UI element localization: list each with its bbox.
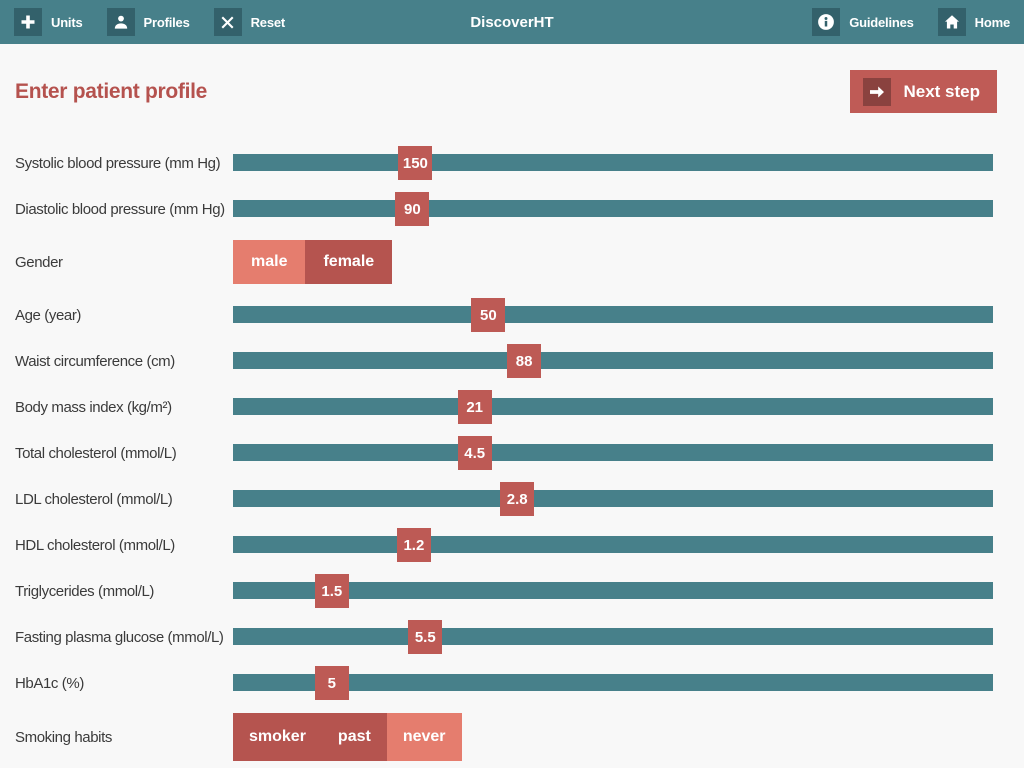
option-button-male[interactable]: male xyxy=(233,240,306,284)
slider-track[interactable]: 88 xyxy=(233,344,993,378)
form-row-diastolic-blood-pressure-mm-hg: Diastolic blood pressure (mm Hg) 90 xyxy=(0,186,1024,232)
row-label: Fasting plasma glucose (mmol/L) xyxy=(15,628,224,646)
profiles-label: Profiles xyxy=(143,14,190,30)
slider-track[interactable]: 5 xyxy=(233,666,993,700)
form-row-waist-circumference-cm: Waist circumference (cm) 88 xyxy=(0,338,1024,384)
slider-track-bar xyxy=(233,628,993,645)
person-icon xyxy=(106,8,135,36)
reset-label: Reset xyxy=(250,14,286,30)
slider-track-bar xyxy=(233,444,993,461)
reset-button[interactable]: Reset xyxy=(213,8,286,36)
row-label: Total cholesterol (mmol/L) xyxy=(15,444,177,462)
slider-handle[interactable]: 5.5 xyxy=(408,620,443,654)
row-label: Triglycerides (mmol/L) xyxy=(15,582,154,600)
next-step-label: Next step xyxy=(903,81,980,101)
row-label: HDL cholesterol (mmol/L) xyxy=(15,536,175,554)
form-rows: Systolic blood pressure (mm Hg) 150 Diasto… xyxy=(0,140,1024,768)
option-button-past[interactable]: past xyxy=(321,713,387,761)
slider-track-bar xyxy=(233,306,993,323)
topbar-right-group: Guidelines Home xyxy=(812,8,1010,36)
slider-track-bar xyxy=(233,490,993,507)
option-button-female[interactable]: female xyxy=(305,240,393,284)
home-label: Home xyxy=(974,14,1011,30)
form-row-systolic-blood-pressure-mm-hg: Systolic blood pressure (mm Hg) 150 xyxy=(0,140,1024,186)
form-row-fasting-plasma-glucose-mmol-l: Fasting plasma glucose (mmol/L) 5.5 xyxy=(0,614,1024,660)
slider-handle[interactable]: 1.5 xyxy=(314,574,349,608)
units-button[interactable]: Units xyxy=(14,8,83,36)
slider-handle[interactable]: 1.2 xyxy=(396,528,431,562)
slider-handle[interactable]: 21 xyxy=(457,390,492,424)
form-row-triglycerides-mmol-l: Triglycerides (mmol/L) 1.5 xyxy=(0,568,1024,614)
row-label: Smoking habits xyxy=(15,728,112,746)
slider-track-bar xyxy=(233,200,993,217)
form-row-smoking-habits: Smoking habits smoker past never xyxy=(0,706,1024,768)
slider-handle[interactable]: 150 xyxy=(398,146,433,180)
row-label: Systolic blood pressure (mm Hg) xyxy=(15,154,221,172)
guidelines-label: Guidelines xyxy=(849,14,914,30)
form-row-total-cholesterol-mmol-l: Total cholesterol (mmol/L) 4.5 xyxy=(0,430,1024,476)
guidelines-button[interactable]: Guidelines xyxy=(812,8,914,36)
plus-icon xyxy=(14,8,42,36)
arrow-right-icon xyxy=(863,77,892,106)
toggle-group: smoker past never xyxy=(233,713,462,761)
slider-track[interactable]: 150 xyxy=(233,146,993,180)
form-row-hdl-cholesterol-mmol-l: HDL cholesterol (mmol/L) 1.2 xyxy=(0,522,1024,568)
option-button-smoker[interactable]: smoker xyxy=(233,713,322,761)
form-row-age-year: Age (year) 50 xyxy=(0,292,1024,338)
slider-track-bar xyxy=(233,582,993,599)
slider-handle[interactable]: 50 xyxy=(471,298,506,332)
form-row-gender: Gender male female xyxy=(0,232,1024,292)
slider-handle[interactable]: 5 xyxy=(314,666,349,700)
next-step-button[interactable]: Next step xyxy=(850,70,997,113)
row-label: Gender xyxy=(15,253,63,271)
row-label: Waist circumference (cm) xyxy=(15,352,175,370)
page-title: Enter patient profile xyxy=(15,80,208,103)
info-icon xyxy=(812,8,841,36)
slider-track-bar xyxy=(233,536,993,553)
toggle-group: male female xyxy=(233,240,393,284)
slider-track-bar xyxy=(233,154,993,171)
row-label: HbA1c (%) xyxy=(15,674,84,692)
slider-handle[interactable]: 90 xyxy=(395,192,430,226)
row-label: Age (year) xyxy=(15,306,82,324)
slider-track[interactable]: 21 xyxy=(233,390,993,424)
slider-track[interactable]: 2.8 xyxy=(233,482,993,516)
x-icon xyxy=(213,8,242,36)
slider-track[interactable]: 5.5 xyxy=(233,620,993,654)
profiles-button[interactable]: Profiles xyxy=(106,8,190,36)
home-button[interactable]: Home xyxy=(937,8,1011,36)
option-button-never[interactable]: never xyxy=(386,713,462,761)
home-icon xyxy=(937,8,966,36)
row-label: Diastolic blood pressure (mm Hg) xyxy=(15,200,225,218)
topbar-left-group: Units Profiles Reset xyxy=(14,8,285,36)
page-header: Enter patient profile Next step xyxy=(0,44,1024,140)
slider-handle[interactable]: 2.8 xyxy=(500,482,535,516)
row-label: LDL cholesterol (mmol/L) xyxy=(15,490,173,508)
form-row-hba1c: HbA1c (%) 5 xyxy=(0,660,1024,706)
slider-track[interactable]: 1.5 xyxy=(233,574,993,608)
top-navigation-bar: Units Profiles Reset DiscoverHT Guidelin… xyxy=(0,0,1024,44)
slider-track-bar xyxy=(233,674,993,691)
slider-track[interactable]: 1.2 xyxy=(233,528,993,562)
form-row-body-mass-index-kg-m: Body mass index (kg/m²) 21 xyxy=(0,384,1024,430)
slider-track-bar xyxy=(233,352,993,369)
slider-handle[interactable]: 88 xyxy=(507,344,542,378)
row-label: Body mass index (kg/m²) xyxy=(15,398,172,416)
slider-track[interactable]: 4.5 xyxy=(233,436,993,470)
form-row-ldl-cholesterol-mmol-l: LDL cholesterol (mmol/L) 2.8 xyxy=(0,476,1024,522)
slider-track[interactable]: 50 xyxy=(233,298,993,332)
slider-handle[interactable]: 4.5 xyxy=(457,436,492,470)
units-label: Units xyxy=(51,14,83,30)
slider-track[interactable]: 90 xyxy=(233,192,993,226)
slider-track-bar xyxy=(233,398,993,415)
